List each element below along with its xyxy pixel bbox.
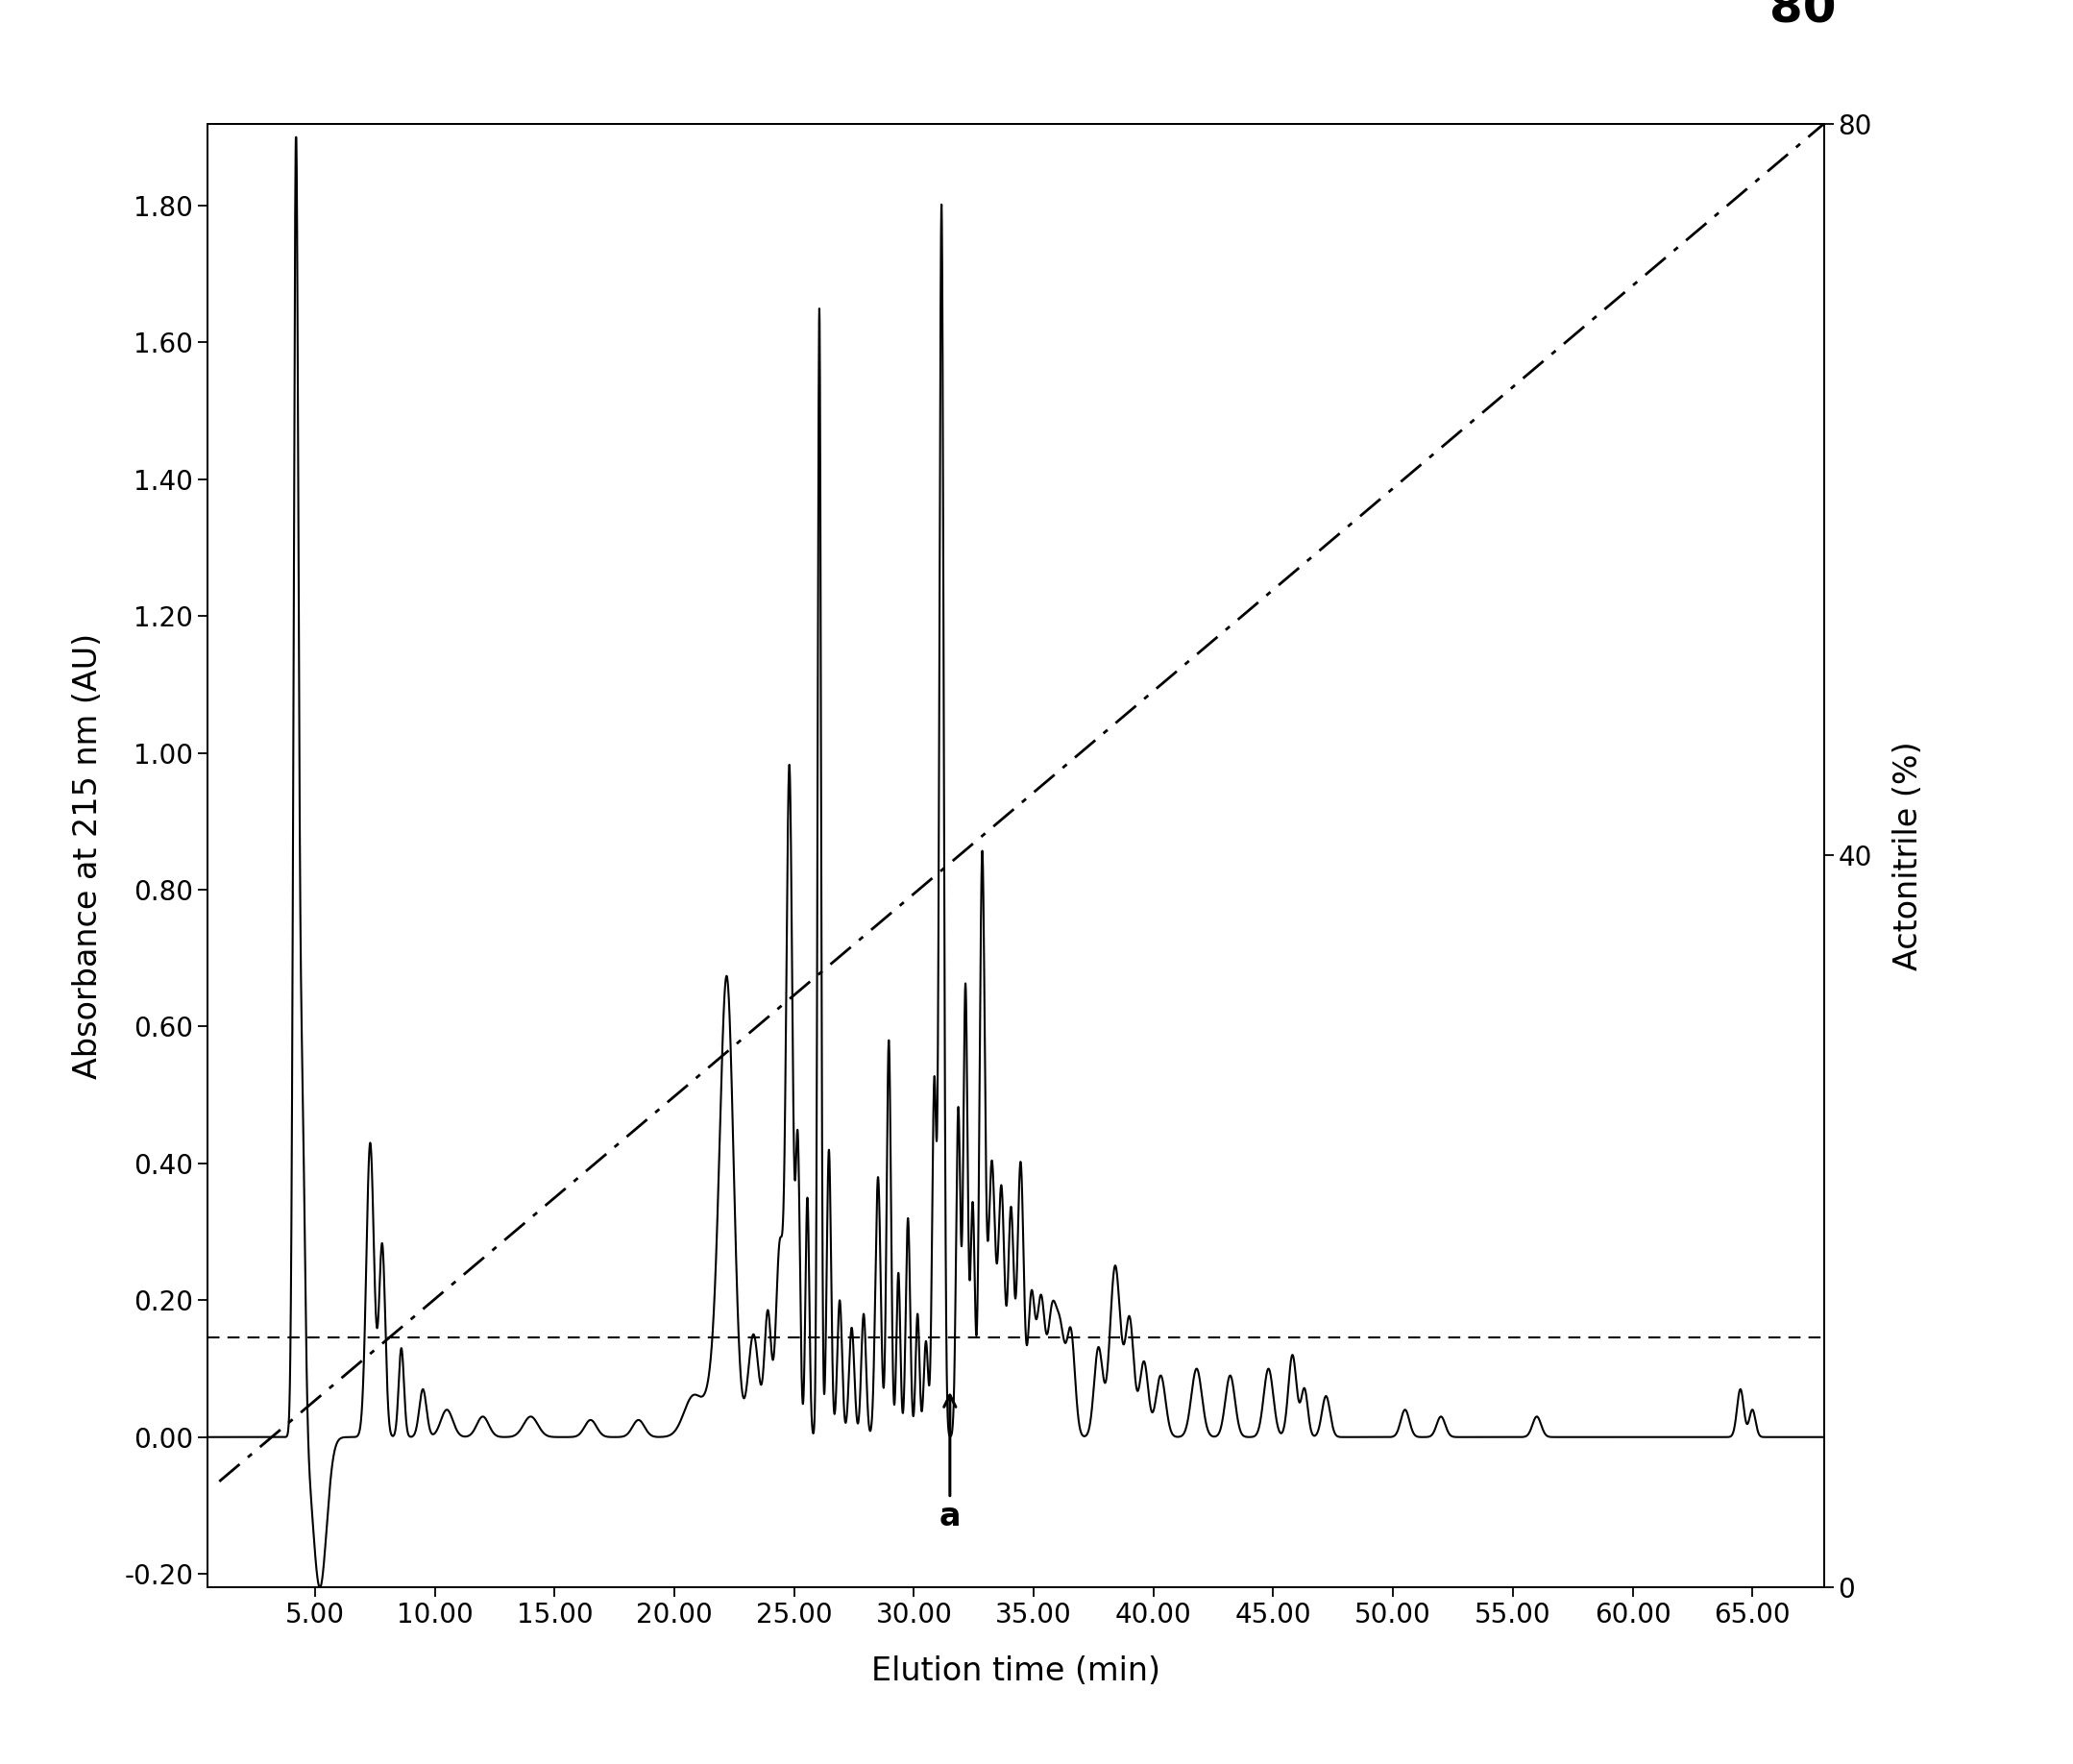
Text: 80: 80 [1770, 0, 1837, 32]
Y-axis label: Absorbance at 215 nm (AU): Absorbance at 215 nm (AU) [73, 633, 104, 1078]
Text: a: a [939, 1395, 960, 1533]
Y-axis label: Actonitrile (%): Actonitrile (%) [1893, 741, 1924, 970]
X-axis label: Elution time (min): Elution time (min) [871, 1655, 1161, 1686]
